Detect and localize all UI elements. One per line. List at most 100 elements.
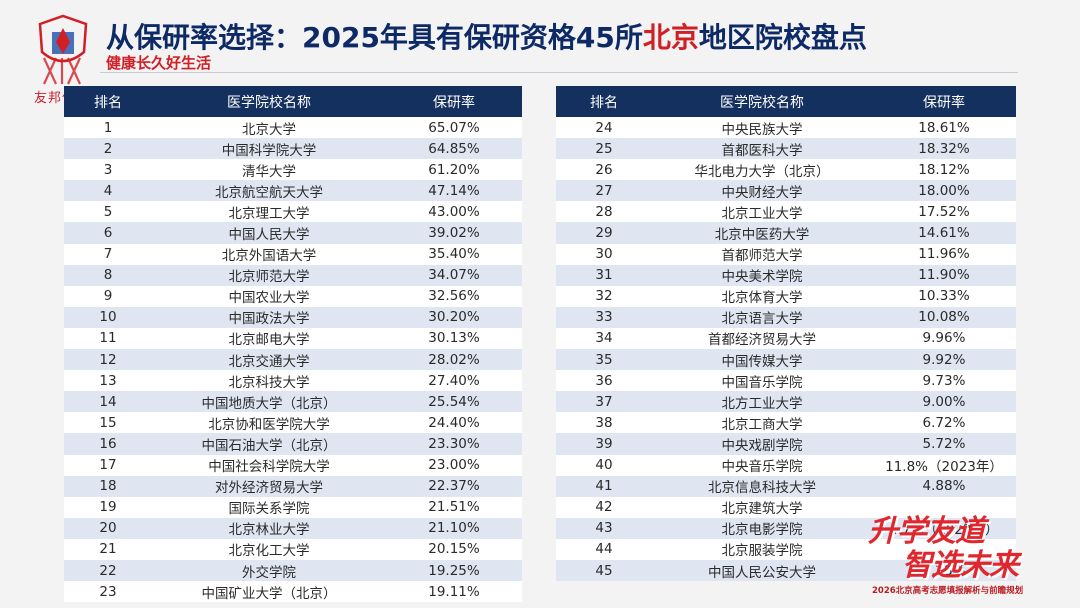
table-row: 1 北京大学 65.07% xyxy=(64,117,522,139)
table-row: 10 中国政法大学 30.20% xyxy=(64,306,522,328)
table-header-row: 排名 医学院校名称 保研率 xyxy=(556,86,1016,117)
rank-cell: 42 xyxy=(556,496,652,518)
rate-cell: 65.07% xyxy=(386,117,522,139)
table-row: 35 中国传媒大学 9.92% xyxy=(556,349,1016,371)
rank-cell: 41 xyxy=(556,475,652,497)
rate-cell: 24.40% xyxy=(386,412,522,434)
rank-cell: 17 xyxy=(64,454,152,476)
rate-cell: 18.32% xyxy=(872,138,1016,160)
table-row: 34 首都经济贸易大学 9.96% xyxy=(556,327,1016,350)
school-name-cell: 北京信息科技大学 xyxy=(652,475,872,497)
col-header-rank: 排名 xyxy=(556,86,652,117)
school-name-cell: 中国政法大学 xyxy=(152,306,386,328)
rank-cell: 30 xyxy=(556,243,652,265)
school-name-cell: 首都师范大学 xyxy=(652,243,872,265)
rate-cell: 9.92% xyxy=(872,349,1016,371)
school-name-cell: 首都医科大学 xyxy=(652,138,872,160)
rate-cell: 9.00% xyxy=(872,391,1016,413)
school-name-cell: 中国传媒大学 xyxy=(652,349,872,371)
rank-cell: 45 xyxy=(556,559,652,582)
school-name-cell: 北京航空航天大学 xyxy=(152,180,386,202)
rank-cell: 14 xyxy=(64,391,152,413)
rate-cell: 32.56% xyxy=(386,285,522,307)
school-name-cell: 中国科学院大学 xyxy=(152,138,386,160)
rank-cell: 37 xyxy=(556,391,652,413)
school-name-cell: 北京电影学院 xyxy=(652,517,872,539)
rank-cell: 4 xyxy=(64,180,152,202)
rank-cell: 38 xyxy=(556,412,652,434)
table-row: 30 首都师范大学 11.96% xyxy=(556,243,1016,265)
table-row: 28 北京工业大学 17.52% xyxy=(556,201,1016,223)
rank-cell: 20 xyxy=(64,517,152,539)
school-name-cell: 北京大学 xyxy=(152,117,386,139)
table-row: 11 北京邮电大学 30.13% xyxy=(64,327,522,350)
rank-cell: 15 xyxy=(64,412,152,434)
rank-cell: 35 xyxy=(556,349,652,371)
rate-cell: 39.02% xyxy=(386,222,522,244)
school-name-cell: 外交学院 xyxy=(152,559,386,582)
table-row: 45 中国人民公安大学 3.28% xyxy=(556,559,1016,582)
rate-cell: 10.33% xyxy=(872,285,1016,307)
rank-cell: 2 xyxy=(64,138,152,160)
school-name-cell: 清华大学 xyxy=(152,159,386,181)
rank-cell: 23 xyxy=(64,581,152,603)
ranking-table-right: 排名 医学院校名称 保研率 24 中央民族大学 18.61% 25 首都医科大学 18.3… xyxy=(556,86,1016,582)
table-row: 27 中央财经大学 18.00% xyxy=(556,180,1016,202)
school-name-cell: 北京师范大学 xyxy=(152,264,386,286)
logo xyxy=(30,14,96,94)
title-highlight: 北京 xyxy=(642,21,699,54)
rank-cell: 31 xyxy=(556,264,652,286)
rate-cell: 35.40% xyxy=(386,243,522,265)
school-name-cell: 北京工业大学 xyxy=(652,201,872,223)
school-name-cell: 对外经济贸易大学 xyxy=(152,475,386,497)
table-row: 33 北京语言大学 10.08% xyxy=(556,306,1016,328)
table-row: 37 北方工业大学 9.00% xyxy=(556,391,1016,413)
rate-cell: 20.15% xyxy=(386,538,522,560)
rate-cell: 10.08% xyxy=(872,306,1016,328)
rank-cell: 7 xyxy=(64,243,152,265)
table-row: 14 中国地质大学（北京） 25.54% xyxy=(64,391,522,413)
school-name-cell: 北京建筑大学 xyxy=(652,496,872,518)
rate-cell: 18.61% xyxy=(872,117,1016,139)
rate-cell: 14.61% xyxy=(872,222,1016,244)
table-row: 26 华北电力大学（北京） 18.12% xyxy=(556,159,1016,181)
table-row: 15 北京协和医学院大学 24.40% xyxy=(64,412,522,434)
rank-cell: 13 xyxy=(64,370,152,392)
table-row: 38 北京工商大学 6.72% xyxy=(556,412,1016,434)
school-name-cell: 中央财经大学 xyxy=(652,180,872,202)
school-name-cell: 中国人民大学 xyxy=(152,222,386,244)
rank-cell: 10 xyxy=(64,306,152,328)
rate-cell: 25.54% xyxy=(386,391,522,413)
rate-cell: 17.52% xyxy=(872,201,1016,223)
table-row: 8 北京师范大学 34.07% xyxy=(64,264,522,286)
title-part-2: 地区院校盘点 xyxy=(698,21,867,54)
table-row: 3 清华大学 61.20% xyxy=(64,159,522,181)
school-name-cell: 北京语言大学 xyxy=(652,306,872,328)
rank-cell: 21 xyxy=(64,538,152,560)
table-row: 7 北京外国语大学 35.40% xyxy=(64,243,522,265)
table-row: 4 北京航空航天大学 47.14% xyxy=(64,180,522,202)
page-title: 从保研率选择：2025年具有保研资格45所北京地区院校盘点 xyxy=(106,16,867,56)
rank-cell: 29 xyxy=(556,222,652,244)
table-row: 21 北京化工大学 20.15% xyxy=(64,538,522,560)
rank-cell: 19 xyxy=(64,496,152,518)
school-name-cell: 首都经济贸易大学 xyxy=(652,327,872,350)
school-name-cell: 中央美术学院 xyxy=(652,264,872,286)
rank-cell: 33 xyxy=(556,306,652,328)
rank-cell: 18 xyxy=(64,475,152,497)
rank-cell: 36 xyxy=(556,370,652,392)
school-name-cell: 中央民族大学 xyxy=(652,117,872,139)
rate-cell: 9.73% xyxy=(872,370,1016,392)
rate-cell: 5.72% xyxy=(872,433,1016,455)
table-row: 22 外交学院 19.25% xyxy=(64,559,522,582)
rank-cell: 32 xyxy=(556,285,652,307)
school-name-cell: 中央音乐学院 xyxy=(652,454,872,476)
rank-cell: 39 xyxy=(556,433,652,455)
school-name-cell: 华北电力大学（北京） xyxy=(652,159,872,181)
school-name-cell: 中国人民公安大学 xyxy=(652,559,872,582)
table-row: 24 中央民族大学 18.61% xyxy=(556,117,1016,139)
school-name-cell: 国际关系学院 xyxy=(152,496,386,518)
table-row: 18 对外经济贸易大学 22.37% xyxy=(64,475,522,497)
school-name-cell: 北京科技大学 xyxy=(152,370,386,392)
school-name-cell: 北京中医药大学 xyxy=(652,222,872,244)
